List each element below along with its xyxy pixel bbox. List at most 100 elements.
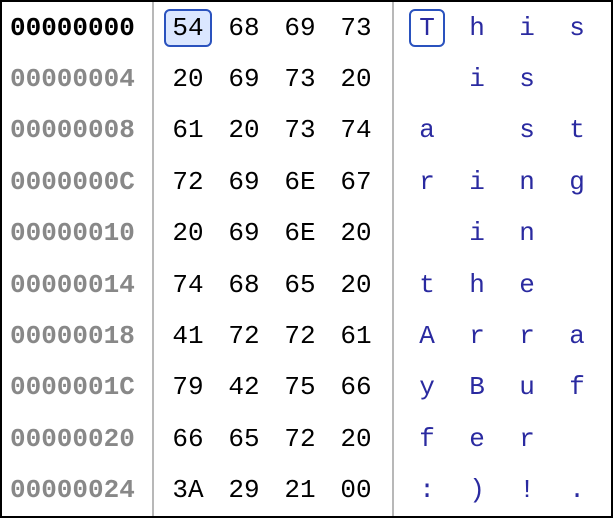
hex-byte-cell[interactable]: 69	[272, 13, 328, 43]
ascii-cell[interactable]: s	[502, 115, 552, 145]
ascii-cell[interactable]: s	[502, 64, 552, 94]
ascii-char: n	[519, 167, 535, 197]
hex-byte-cell[interactable]: 20	[328, 424, 384, 454]
hex-byte-cell[interactable]: 3A	[160, 475, 216, 505]
ascii-cell[interactable]: :	[402, 475, 452, 505]
hex-byte-cell[interactable]: 73	[272, 115, 328, 145]
ascii-char: i	[519, 13, 535, 43]
hex-byte-cell[interactable]: 29	[216, 475, 272, 505]
hex-byte-cell[interactable]: 6E	[272, 167, 328, 197]
hex-byte-cell[interactable]: 41	[160, 321, 216, 351]
hex-byte-cell[interactable]: 65	[216, 424, 272, 454]
ascii-cell[interactable]: g	[552, 167, 602, 197]
offset-cell[interactable]: 0000000C	[2, 156, 154, 207]
hex-byte-cell[interactable]: 69	[216, 167, 272, 197]
hex-byte-cell[interactable]: 20	[216, 115, 272, 145]
ascii-cell[interactable]: s	[552, 13, 602, 43]
hex-byte-cell[interactable]: 6E	[272, 218, 328, 248]
hex-byte-cell[interactable]: 74	[328, 115, 384, 145]
ascii-cell[interactable]: n	[502, 167, 552, 197]
ascii-group: Arra	[394, 310, 602, 361]
offset-cell[interactable]: 00000018	[2, 310, 154, 361]
ascii-cell[interactable]: u	[502, 372, 552, 402]
hex-byte-cell[interactable]: 75	[272, 372, 328, 402]
ascii-cell[interactable]: i	[452, 64, 502, 94]
ascii-cell[interactable]: e	[502, 270, 552, 300]
hex-byte-cell[interactable]: 20	[328, 64, 384, 94]
hex-byte-cell[interactable]: 72	[216, 321, 272, 351]
hex-byte-cell[interactable]: 73	[328, 13, 384, 43]
ascii-cell[interactable]: a	[402, 115, 452, 145]
hex-byte-cell[interactable]: 61	[160, 115, 216, 145]
hex-byte-cell[interactable]: 68	[216, 270, 272, 300]
hex-byte-cell[interactable]: 67	[328, 167, 384, 197]
offset-cell[interactable]: 00000020	[2, 413, 154, 464]
ascii-cell[interactable]: A	[402, 321, 452, 351]
hex-byte-cell[interactable]: 21	[272, 475, 328, 505]
ascii-cell[interactable]: !	[502, 475, 552, 505]
hex-bytes-group: 54686973	[154, 2, 394, 53]
ascii-char: u	[519, 372, 535, 402]
ascii-cell[interactable]: r	[402, 167, 452, 197]
hex-byte-cell[interactable]: 72	[160, 167, 216, 197]
ascii-cell[interactable]: r	[502, 424, 552, 454]
offset-cell[interactable]: 00000024	[2, 465, 154, 516]
hex-byte-cell[interactable]: 65	[272, 270, 328, 300]
ascii-char: A	[419, 321, 435, 351]
ascii-cell[interactable]: y	[402, 372, 452, 402]
hex-byte-cell[interactable]: 42	[216, 372, 272, 402]
ascii-cell[interactable]: )	[452, 475, 502, 505]
offset-cell[interactable]: 0000001C	[2, 362, 154, 413]
hex-byte-cell[interactable]: 72	[272, 424, 328, 454]
ascii-cell[interactable]: t	[402, 270, 452, 300]
hex-byte-cell[interactable]: 20	[328, 270, 384, 300]
hex-byte-cell[interactable]: 00	[328, 475, 384, 505]
ascii-char: B	[469, 372, 485, 402]
hex-byte-cell[interactable]: 74	[160, 270, 216, 300]
offset-cell[interactable]: 00000008	[2, 105, 154, 156]
hex-byte-value: 21	[284, 475, 315, 505]
hex-row: 00000014746865 20 the	[2, 259, 611, 310]
ascii-cell[interactable]: T	[402, 9, 452, 47]
hex-byte-cell[interactable]: 20	[328, 218, 384, 248]
ascii-cell[interactable]: i	[502, 13, 552, 43]
hex-byte-cell[interactable]: 69	[216, 218, 272, 248]
hex-byte-value: 20	[340, 64, 371, 94]
ascii-cell[interactable]: i	[452, 218, 502, 248]
hex-byte-cell[interactable]: 79	[160, 372, 216, 402]
hex-bytes-group: 72696E67	[154, 156, 394, 207]
hex-byte-cell[interactable]: 54	[160, 9, 216, 47]
hex-byte-cell[interactable]: 20	[160, 218, 216, 248]
hex-row: 0000001841727261Arra	[2, 310, 611, 361]
ascii-cell[interactable]: h	[452, 270, 502, 300]
hex-row: 0000001C794275 66 yBuf	[2, 362, 611, 413]
hex-byte-value: 66	[340, 372, 371, 402]
ascii-cell[interactable]: e	[452, 424, 502, 454]
offset-cell[interactable]: 00000000	[2, 2, 154, 53]
hex-byte-value: 3A	[172, 475, 203, 505]
hex-byte-cell[interactable]: 68	[216, 13, 272, 43]
ascii-cell[interactable]: f	[552, 372, 602, 402]
ascii-cell[interactable]: a	[552, 321, 602, 351]
ascii-cell[interactable]: r	[452, 321, 502, 351]
ascii-cell[interactable]: .	[552, 475, 602, 505]
offset-cell[interactable]: 00000010	[2, 208, 154, 259]
ascii-cell[interactable]: h	[452, 13, 502, 43]
hex-byte-value: 20	[340, 270, 371, 300]
offset-cell[interactable]: 00000014	[2, 259, 154, 310]
ascii-cell[interactable]: f	[402, 424, 452, 454]
hex-byte-cell[interactable]: 73	[272, 64, 328, 94]
hex-byte-cell[interactable]: 61	[328, 321, 384, 351]
hex-byte-cell[interactable]: 20	[160, 64, 216, 94]
offset-cell[interactable]: 00000004	[2, 53, 154, 104]
hex-byte-cell[interactable]: 69	[216, 64, 272, 94]
hex-byte-cell[interactable]: 66	[328, 372, 384, 402]
ascii-cell[interactable]: n	[502, 218, 552, 248]
ascii-cell[interactable]: t	[552, 115, 602, 145]
ascii-cell[interactable]: B	[452, 372, 502, 402]
hex-byte-cell[interactable]: 72	[272, 321, 328, 351]
ascii-group: the	[394, 259, 602, 310]
ascii-cell[interactable]: i	[452, 167, 502, 197]
ascii-cell[interactable]: r	[502, 321, 552, 351]
hex-byte-cell[interactable]: 66	[160, 424, 216, 454]
